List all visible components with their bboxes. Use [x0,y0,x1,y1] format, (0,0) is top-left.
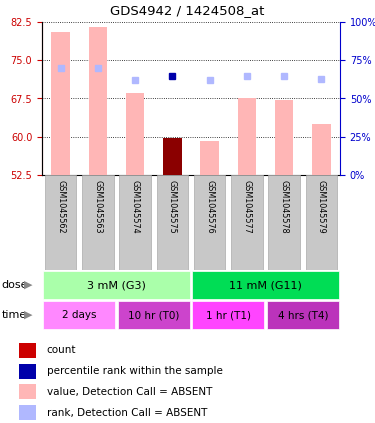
Text: count: count [47,345,76,355]
Bar [126,93,144,175]
Text: GSM1045578: GSM1045578 [280,180,289,233]
Text: GSM1045575: GSM1045575 [168,180,177,233]
Bar [18,405,36,420]
Bar [192,301,264,329]
Bar [163,138,182,175]
Bar [118,301,189,329]
Text: 1 hr (T1): 1 hr (T1) [206,310,251,320]
Text: GSM1045563: GSM1045563 [93,180,102,233]
Text: GSM1045579: GSM1045579 [317,180,326,233]
Text: 4 hrs (T4): 4 hrs (T4) [278,310,328,320]
Text: GSM1045577: GSM1045577 [242,180,251,233]
Text: GDS4942 / 1424508_at: GDS4942 / 1424508_at [110,4,265,17]
Bar [231,175,262,270]
Bar [192,271,339,299]
Bar [194,175,225,270]
Bar [157,175,188,270]
Text: 10 hr (T0): 10 hr (T0) [128,310,179,320]
Text: ▶: ▶ [24,310,33,320]
Bar [275,100,293,175]
Bar [312,124,331,175]
Bar [45,175,76,270]
Bar [88,27,107,175]
Bar [51,32,70,175]
Bar [18,385,36,399]
Bar [18,343,36,358]
Text: rank, Detection Call = ABSENT: rank, Detection Call = ABSENT [47,408,207,418]
Text: 2 days: 2 days [62,310,96,320]
Bar [267,301,339,329]
Text: 11 mM (G11): 11 mM (G11) [229,280,302,290]
Text: GSM1045562: GSM1045562 [56,180,65,233]
Text: value, Detection Call = ABSENT: value, Detection Call = ABSENT [47,387,212,397]
Text: ▶: ▶ [24,280,33,290]
Text: percentile rank within the sample: percentile rank within the sample [47,366,223,376]
Bar [18,364,36,379]
Text: dose: dose [2,280,28,290]
Text: GSM1045574: GSM1045574 [130,180,140,233]
Text: GSM1045576: GSM1045576 [205,180,214,233]
Bar [44,271,189,299]
Bar [82,175,114,270]
Text: 3 mM (G3): 3 mM (G3) [87,280,146,290]
Bar [306,175,337,270]
Bar [238,99,256,175]
Bar [44,301,115,329]
Text: time: time [2,310,27,320]
Bar [120,175,151,270]
Bar [268,175,300,270]
Bar [200,141,219,175]
